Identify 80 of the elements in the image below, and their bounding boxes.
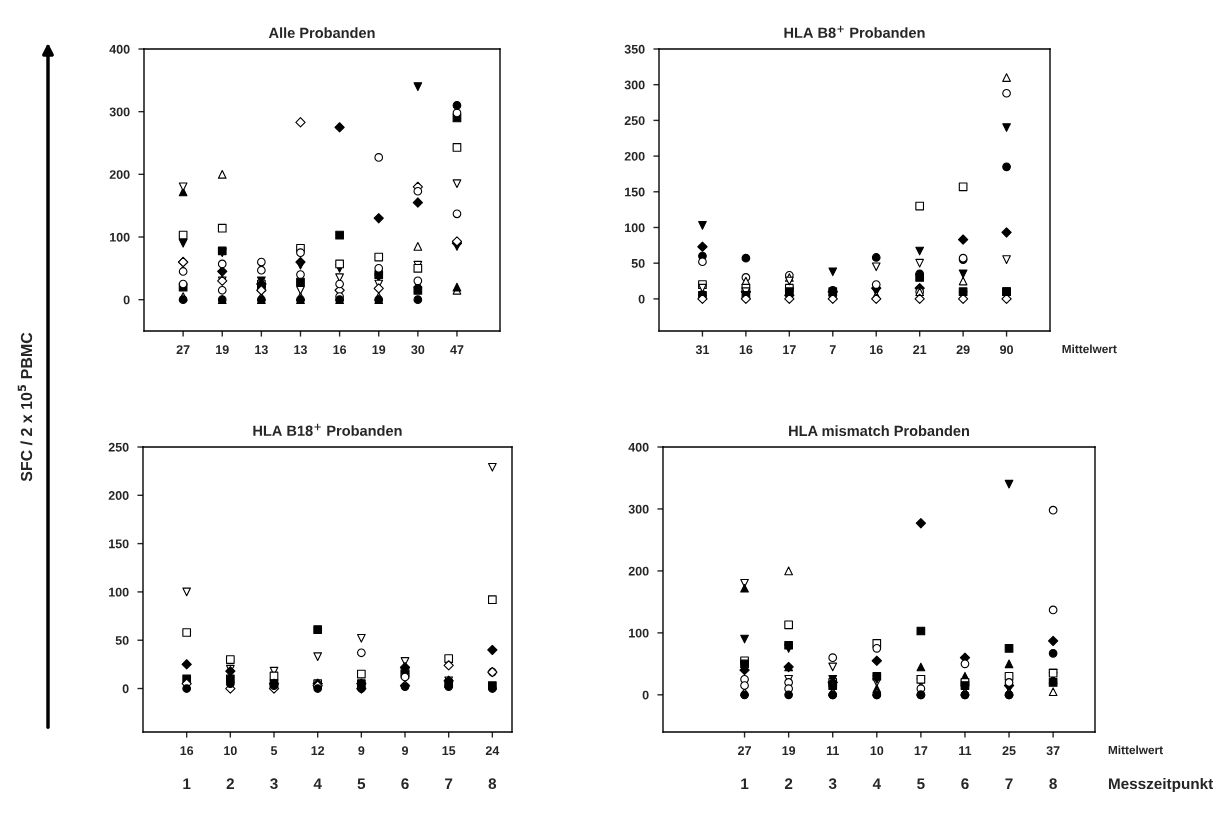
x-tick-label: 13 (255, 345, 268, 355)
chart-title: HLA B8$^{+}$ Probanden (784, 25, 925, 38)
text: 2 (784, 778, 793, 789)
text: 5 (917, 778, 925, 790)
y-tick-label: 0 (123, 295, 130, 305)
x-tick-label: 5 (270, 746, 278, 756)
y-tick-label: 400 (109, 44, 130, 54)
x-tick-label: 13 (294, 345, 307, 355)
text: 5 (357, 778, 366, 790)
y-axis-title: SFC / 2 x 10$^{5}$ PBMC (17, 332, 33, 482)
x-tick-label: 24 (485, 746, 500, 755)
x-tick-label: 16 (180, 746, 194, 756)
x-tick-label: 31 (695, 345, 710, 355)
x-tick-label: 16 (739, 345, 753, 355)
y-tick-label: 50 (115, 636, 129, 645)
x-tick-label: 17 (914, 746, 928, 755)
y-tick-label: 300 (109, 107, 130, 117)
x-tick-label: 30 (411, 345, 425, 355)
x-tick-label: 29 (956, 345, 970, 355)
y-tick-label: 100 (110, 232, 130, 242)
text: 8 (1049, 778, 1057, 790)
text: 3 (270, 778, 278, 790)
text: 6 (961, 778, 969, 790)
y-tick-label: 0 (638, 294, 645, 304)
text: 2 (226, 778, 234, 789)
x-tick-label: 10 (870, 746, 884, 756)
y-tick-label: 150 (625, 187, 645, 197)
x-tick-label: 9 (358, 746, 365, 756)
y-tick-label: 100 (109, 587, 129, 597)
y-tick-label: 250 (108, 442, 129, 452)
x-tick-label: 10 (224, 746, 237, 756)
text: 8 (488, 778, 497, 790)
y-tick-label: 350 (624, 44, 645, 54)
y-tick-label: 0 (642, 690, 649, 700)
x-axis-title: Mittelwert (1108, 745, 1163, 755)
x-tick-label: 37 (1046, 746, 1060, 756)
x-tick-label: 47 (450, 345, 464, 354)
x-tick-label: 12 (311, 746, 325, 755)
x-tick-label: 16 (333, 345, 347, 355)
y-tick-label: 150 (109, 539, 129, 549)
x-tick-label: 19 (782, 746, 796, 756)
y-tick-label: 300 (624, 80, 645, 90)
x-tick-label: 90 (1000, 345, 1013, 355)
y-tick-label: 50 (631, 258, 645, 268)
x-tick-label: 7 (829, 345, 836, 354)
y-tick-label: 200 (628, 566, 649, 576)
x-tick-label: 17 (783, 345, 796, 354)
chart-title: Alle Probanden (268, 27, 375, 39)
x-tick-label: 21 (913, 345, 927, 354)
x-tick-label: 9 (401, 746, 409, 756)
x-tick-label: 11 (959, 746, 972, 755)
text: Messzeitpunkt (1108, 777, 1214, 793)
text: 3 (828, 778, 837, 790)
x-tick-label: 27 (176, 345, 190, 354)
y-tick-label: 400 (628, 442, 649, 452)
text: 7 (1005, 778, 1013, 789)
y-tick-label: 0 (122, 684, 129, 694)
x-tick-label: 25 (1002, 746, 1016, 756)
x-tick-label: 19 (372, 345, 386, 355)
y-tick-label: 100 (629, 628, 649, 638)
chart-title: HLA B18$^{+}$ Probanden (253, 423, 402, 436)
chart-title: HLA mismatch Probanden (789, 425, 969, 437)
x-tick-label: 16 (870, 345, 883, 355)
x-tick-label: 11 (826, 746, 839, 755)
y-tick-label: 100 (625, 223, 645, 233)
text: 1 (183, 778, 191, 789)
x-axis-title: Mittelwert (1062, 344, 1117, 354)
y-tick-label: 200 (624, 151, 645, 161)
y-tick-label: 250 (624, 116, 645, 126)
y-tick-label: 200 (109, 170, 130, 179)
y-tick-label: 300 (628, 504, 649, 514)
text: 1 (741, 778, 749, 789)
text: 6 (401, 778, 409, 790)
text: 7 (445, 778, 453, 789)
x-tick-label: 19 (216, 345, 229, 355)
text: 4 (872, 778, 881, 789)
x-tick-label: 27 (738, 746, 751, 755)
y-tick-label: 200 (108, 491, 129, 500)
text: 4 (313, 778, 322, 789)
x-tick-label: 15 (442, 746, 456, 756)
